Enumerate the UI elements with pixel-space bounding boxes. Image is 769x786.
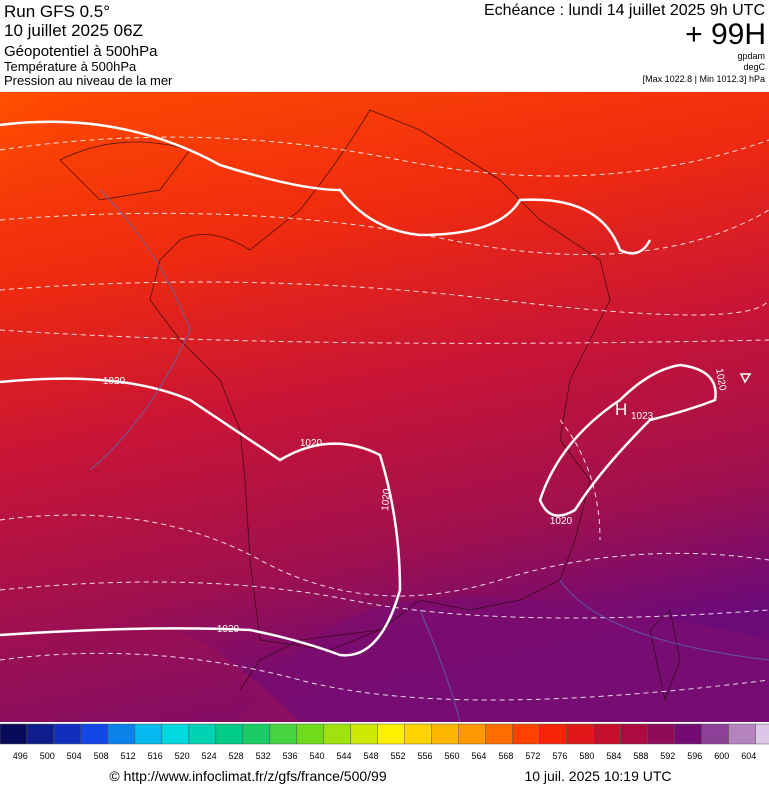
color-swatch xyxy=(674,723,702,745)
timestamp: 10 juil. 2025 10:19 UTC xyxy=(524,768,671,784)
color-swatch xyxy=(26,723,55,745)
color-swatch xyxy=(485,723,513,745)
color-swatch xyxy=(647,723,675,745)
color-swatch xyxy=(80,723,109,745)
colorbar-label: 604 xyxy=(741,751,756,761)
color-swatch xyxy=(269,723,298,745)
colorbar-label: 576 xyxy=(552,751,567,761)
color-swatch xyxy=(53,723,82,745)
colorbar-label: 496 xyxy=(13,751,28,761)
isobar-label: 1020 xyxy=(300,438,323,449)
colorbar-label: 504 xyxy=(67,751,82,761)
color-swatch xyxy=(404,723,432,745)
colorbar-label: 560 xyxy=(444,751,459,761)
colorbar-label: 500 xyxy=(40,751,55,761)
field-subtitle: Température à 500hPa xyxy=(4,59,137,74)
color-swatch xyxy=(512,723,540,745)
colorbar-label: 508 xyxy=(94,751,109,761)
colorbar-label: 588 xyxy=(633,751,648,761)
colorbar-label: 556 xyxy=(417,751,432,761)
color-swatch xyxy=(593,723,621,745)
colorbar-label: 584 xyxy=(606,751,621,761)
pressure-range: [Max 1022.8 | Min 1012.3] hPa xyxy=(643,74,765,84)
color-swatch xyxy=(539,723,567,745)
color-swatch xyxy=(215,723,244,745)
isobar-label: 1020 xyxy=(217,624,240,635)
colorbar-label: 600 xyxy=(714,751,729,761)
colorbar-label: 564 xyxy=(471,751,486,761)
color-swatch xyxy=(161,723,190,745)
colorbar-label: 520 xyxy=(175,751,190,761)
color-swatch xyxy=(377,723,405,745)
isobar-label: 1020 xyxy=(380,488,393,512)
field-subtitle: Pression au niveau de la mer xyxy=(4,73,173,88)
isobar-label: 1020 xyxy=(550,516,573,527)
colorbar-label: 580 xyxy=(579,751,594,761)
color-swatch xyxy=(350,723,379,745)
color-swatch xyxy=(728,723,756,745)
color-swatch xyxy=(620,723,648,745)
color-swatch xyxy=(296,723,325,745)
colorbar-label: 516 xyxy=(148,751,163,761)
colorbar-label: 572 xyxy=(525,751,540,761)
lead-time: + 99H xyxy=(685,18,766,51)
color-swatch xyxy=(431,723,459,745)
color-swatch xyxy=(755,723,769,745)
color-swatch xyxy=(134,723,163,745)
isobar-label: 1020 xyxy=(103,376,126,387)
isobar-label: 1020 xyxy=(713,368,728,392)
colorbar-label: 548 xyxy=(363,751,378,761)
color-swatch xyxy=(458,723,486,745)
run-title: Run GFS 0.5° xyxy=(4,2,110,21)
color-swatch xyxy=(107,723,136,745)
colorbar-label: 592 xyxy=(660,751,675,761)
high-symbol: H xyxy=(615,400,627,419)
color-swatch xyxy=(701,723,729,745)
field-title: Géopotentiel à 500hPa xyxy=(4,43,158,60)
colorbar-label: 524 xyxy=(202,751,217,761)
colorbar-label: 544 xyxy=(337,751,352,761)
source-url: © http://www.infoclimat.fr/z/gfs/france/… xyxy=(109,768,386,784)
colorbar-label: 596 xyxy=(687,751,702,761)
colorbar-label: 552 xyxy=(390,751,405,761)
colorbar-label: 540 xyxy=(310,751,325,761)
high-value: 1023 xyxy=(631,411,654,422)
colorbar-label: 568 xyxy=(498,751,513,761)
colorbar-label: 528 xyxy=(229,751,244,761)
color-swatch xyxy=(566,723,594,745)
map xyxy=(0,92,769,722)
colorbar-label: 512 xyxy=(121,751,136,761)
color-swatch xyxy=(242,723,271,745)
run-date: 10 juillet 2025 06Z xyxy=(4,21,143,40)
color-swatch xyxy=(323,723,352,745)
color-swatch xyxy=(188,723,217,745)
forecast-time: Echéance : lundi 14 juillet 2025 9h UTC xyxy=(484,2,765,19)
unit: gpdam xyxy=(737,51,765,61)
colorbar: 496 500 504 508 512 516 520 524 528 532 536 540 544 5… xyxy=(0,723,769,761)
unit: degC xyxy=(743,62,765,72)
colorbar-label: 532 xyxy=(256,751,271,761)
colorbar-label: 536 xyxy=(283,751,298,761)
color-swatch xyxy=(0,723,28,745)
